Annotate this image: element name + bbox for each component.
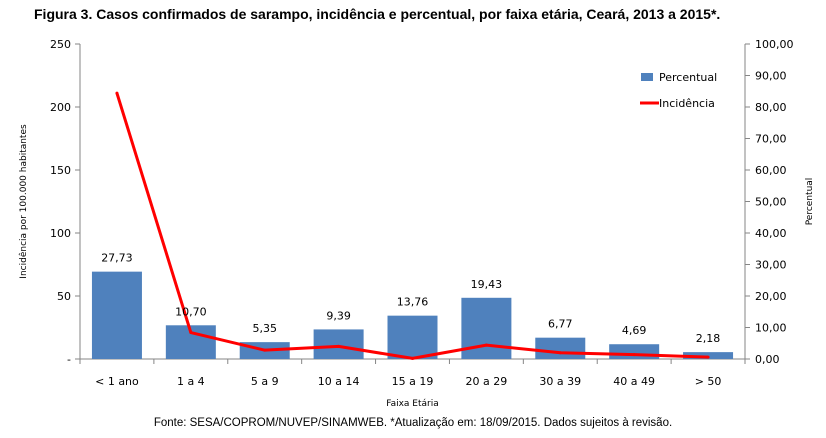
x-tick-label: 30 a 39 bbox=[539, 375, 581, 388]
right-tick-label: 70,00 bbox=[755, 133, 787, 146]
left-tick-label: - bbox=[67, 353, 71, 366]
data-labels: 27,73 10,70 5,35 9,39 13,76 19,43 6,77 4,69 2,18 bbox=[101, 252, 720, 345]
right-tick-label: 20,00 bbox=[755, 290, 787, 303]
incidence-point-3 bbox=[263, 348, 267, 352]
bar-label-6: 19,43 bbox=[471, 278, 503, 291]
incidence-point-8 bbox=[632, 353, 636, 357]
right-axis-title: Percentual bbox=[805, 178, 815, 226]
incidence-point-2 bbox=[189, 331, 193, 335]
left-axis-title: Incidência por 100.000 habitantes bbox=[18, 124, 29, 279]
x-tick-label: 40 a 49 bbox=[613, 375, 655, 388]
legend-swatch-percentual bbox=[641, 73, 653, 81]
incidence-point-4 bbox=[337, 344, 341, 348]
right-tick-label: 10,00 bbox=[755, 322, 787, 335]
left-tick-label: 200 bbox=[50, 101, 71, 114]
bar-6 bbox=[461, 297, 512, 359]
bar-label-3: 5,35 bbox=[252, 322, 277, 335]
x-tick-label: < 1 ano bbox=[95, 375, 139, 388]
right-tick-label: 50,00 bbox=[755, 196, 787, 209]
incidence-point-5 bbox=[411, 356, 414, 360]
bar-label-9: 2,18 bbox=[696, 332, 721, 345]
bar-label-4: 9,39 bbox=[326, 309, 351, 322]
left-tick-label: 100 bbox=[50, 227, 71, 240]
x-tick-label: 5 a 9 bbox=[251, 375, 279, 388]
bar-series bbox=[91, 271, 734, 359]
incidence-point-7 bbox=[558, 351, 562, 355]
left-tick-label: 150 bbox=[50, 164, 71, 177]
line-series bbox=[115, 91, 710, 360]
bar-8 bbox=[609, 344, 660, 359]
axes: - 50 100 150 200 250 0,00 10,00 20,00 30,00 40,00 5… bbox=[18, 38, 815, 409]
bar-label-1: 27,73 bbox=[101, 252, 133, 265]
figure-title: Figura 3. Casos confirmados de sarampo, … bbox=[34, 6, 721, 22]
bar-7 bbox=[535, 337, 586, 359]
bar-label-8: 4,69 bbox=[622, 324, 647, 337]
incidence-point-6 bbox=[484, 343, 488, 347]
legend-label-incidencia: Incidência bbox=[659, 97, 715, 110]
right-tick-label: 40,00 bbox=[755, 227, 787, 240]
legend-label-percentual: Percentual bbox=[659, 71, 717, 84]
bar-label-2: 10,70 bbox=[175, 305, 207, 318]
right-tick-label: 80,00 bbox=[755, 101, 787, 114]
x-tick-label: > 50 bbox=[695, 375, 722, 388]
incidence-point-9 bbox=[706, 355, 710, 359]
source-note: Fonte: SESA/COPROM/NUVEP/SINAMWEB. *Atua… bbox=[153, 417, 673, 429]
incidence-point-1 bbox=[115, 91, 119, 95]
x-tick-label: 15 a 19 bbox=[392, 375, 434, 388]
bar-4 bbox=[313, 329, 364, 359]
right-tick-label: 0,00 bbox=[755, 353, 780, 366]
x-tick-label: 1 a 4 bbox=[177, 375, 205, 388]
right-tick-label: 100,00 bbox=[755, 38, 794, 51]
left-tick-label: 250 bbox=[50, 38, 71, 51]
bar-5 bbox=[387, 315, 438, 359]
x-axis-title: Faixa Etária bbox=[386, 399, 439, 409]
x-tick-label: 10 a 14 bbox=[318, 375, 360, 388]
right-tick-label: 60,00 bbox=[755, 164, 787, 177]
bar-9 bbox=[683, 352, 734, 359]
legend: Percentual Incidência bbox=[640, 71, 717, 110]
x-tick-label: 20 a 29 bbox=[466, 375, 508, 388]
left-tick-label: 50 bbox=[57, 290, 71, 303]
bar-label-5: 13,76 bbox=[397, 296, 429, 309]
right-tick-label: 90,00 bbox=[755, 70, 787, 83]
bar-label-7: 6,77 bbox=[548, 318, 573, 331]
right-tick-label: 30,00 bbox=[755, 259, 787, 272]
bar-1 bbox=[91, 271, 142, 359]
